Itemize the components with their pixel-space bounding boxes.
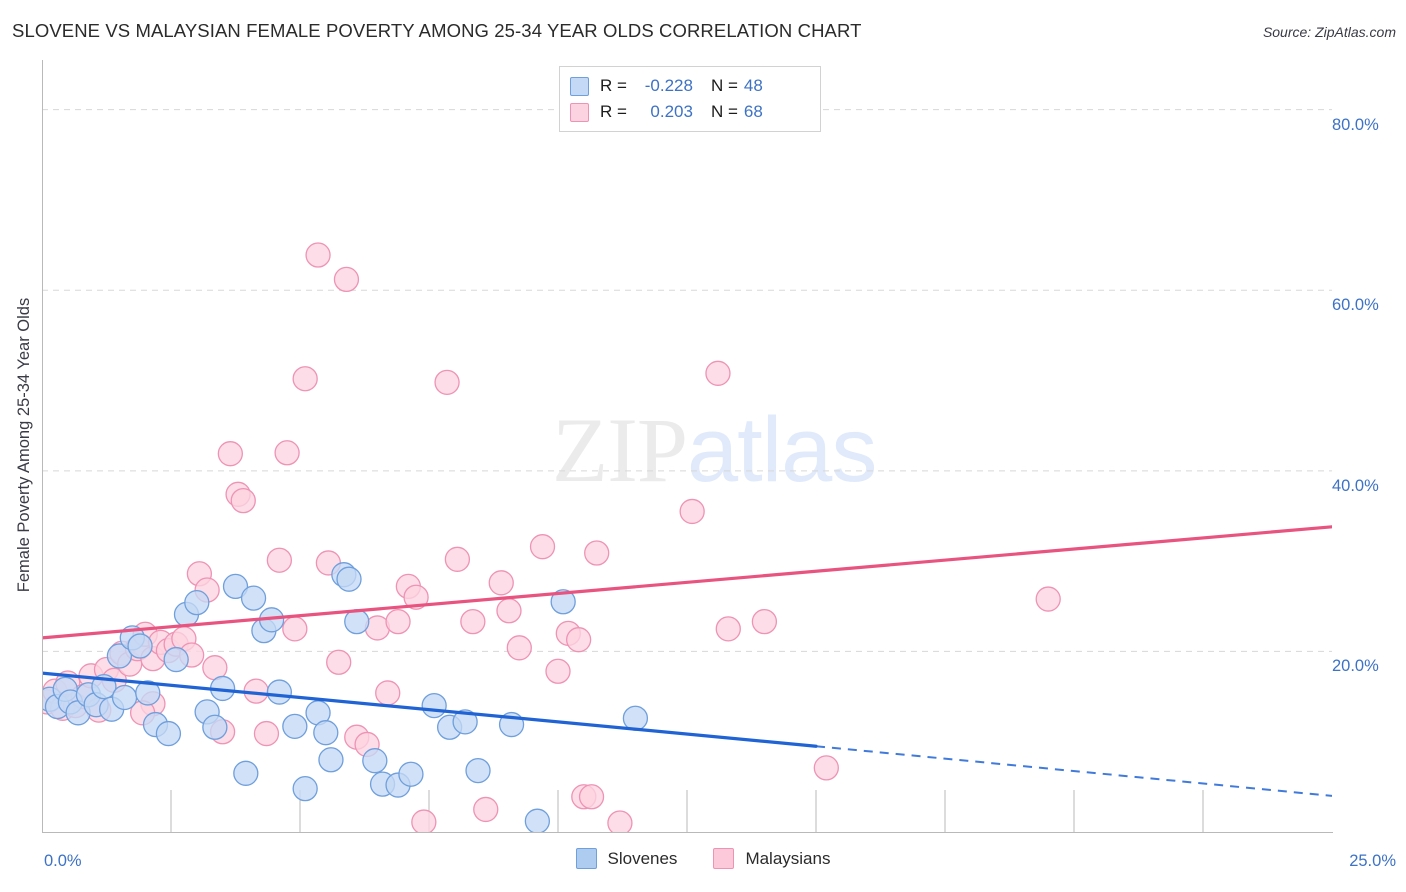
- y-tick-40.0%: 40.0%: [1332, 476, 1379, 495]
- stat-r-label-slovenes: R =: [600, 76, 627, 95]
- y-tick-60.0%: 60.0%: [1332, 296, 1379, 315]
- stat-r-label-malaysians: R =: [600, 102, 627, 121]
- y-axis-line: [42, 60, 43, 832]
- plot-area: [42, 60, 1332, 832]
- legend-label-malaysians: Malaysians: [745, 848, 831, 868]
- legend-swatch-slovenes: [575, 848, 597, 869]
- scatter-plot-svg: [42, 109, 1332, 832]
- stat-n-value-slovenes: 48: [743, 76, 763, 95]
- stat-n-label-malaysians: N =: [710, 102, 738, 121]
- x-axis-line: [42, 832, 1333, 833]
- y-axis-title: Female Poverty Among 25-34 Year Olds: [15, 297, 33, 593]
- x-tick-25.0%: 25.0%: [1349, 852, 1396, 870]
- stat-row-malaysians: R = 0.203 N = 68: [570, 99, 810, 125]
- stat-n-value-malaysians: 68: [743, 102, 763, 121]
- stat-swatch-malaysians: [570, 102, 589, 122]
- legend-item-slovenes[interactable]: Slovenes: [575, 848, 678, 869]
- stat-r-value-malaysians: 0.203: [650, 102, 693, 121]
- x-tick-0.0%: 0.0%: [44, 852, 82, 870]
- legend-item-malaysians[interactable]: Malaysians: [713, 848, 830, 869]
- stat-n-label-slovenes: N =: [710, 76, 738, 95]
- y-tick-20.0%: 20.0%: [1332, 657, 1379, 676]
- series-legend: Slovenes Malaysians: [0, 848, 1406, 869]
- correlation-stats-legend: R = -0.228 N = 48 R = 0.203 N = 68: [559, 66, 821, 132]
- stat-swatch-slovenes: [570, 76, 589, 96]
- y-tick-80.0%: 80.0%: [1332, 115, 1379, 134]
- page-title: SLOVENE VS MALAYSIAN FEMALE POVERTY AMON…: [12, 20, 862, 41]
- legend-swatch-malaysians: [713, 848, 735, 869]
- stat-row-slovenes: R = -0.228 N = 48: [570, 73, 810, 99]
- legend-label-slovenes: Slovenes: [607, 848, 678, 868]
- stat-r-value-slovenes: -0.228: [644, 76, 693, 95]
- source-attribution: Source: ZipAtlas.com: [1262, 24, 1396, 40]
